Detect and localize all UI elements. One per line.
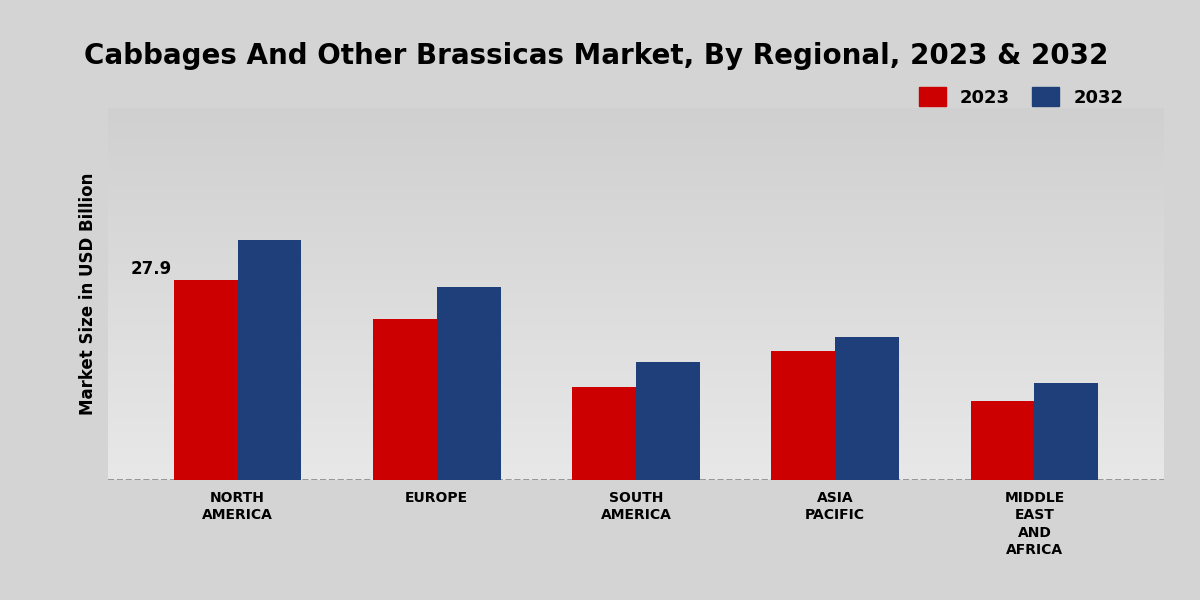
Bar [174,280,238,480]
Bar [971,401,1034,480]
Bar [437,287,500,480]
Bar [772,351,835,480]
Text: Cabbages And Other Brassicas Market, By Regional, 2023 & 2032: Cabbages And Other Brassicas Market, By … [84,42,1109,70]
Bar [636,362,700,480]
Bar [373,319,437,480]
Y-axis label: Market Size in USD Billion: Market Size in USD Billion [79,173,97,415]
Bar [238,241,301,480]
Bar [1034,383,1098,480]
Bar [572,387,636,480]
Text: 27.9: 27.9 [131,260,172,278]
Legend: 2023, 2032: 2023, 2032 [918,87,1123,107]
Bar [835,337,899,480]
